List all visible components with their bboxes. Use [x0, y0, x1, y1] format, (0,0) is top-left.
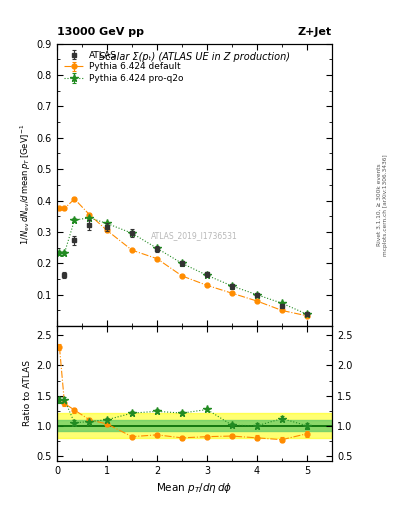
Legend: ATLAS, Pythia 6.424 default, Pythia 6.424 pro-q2o: ATLAS, Pythia 6.424 default, Pythia 6.42…: [61, 47, 187, 87]
Text: Z+Jet: Z+Jet: [298, 27, 332, 37]
Text: ATLAS_2019_I1736531: ATLAS_2019_I1736531: [151, 231, 238, 240]
Bar: [57, 413, 332, 438]
Y-axis label: Ratio to ATLAS: Ratio to ATLAS: [24, 360, 33, 426]
X-axis label: Mean $p_T/d\eta\,d\phi$: Mean $p_T/d\eta\,d\phi$: [156, 481, 233, 495]
Text: mcplots.cern.ch [arXiv:1306.3436]: mcplots.cern.ch [arXiv:1306.3436]: [383, 154, 387, 255]
Text: Rivet 3.1.10, ≥ 300k events: Rivet 3.1.10, ≥ 300k events: [377, 163, 382, 246]
Y-axis label: $1/N_\mathrm{ev}\,dN_\mathrm{ev}/d\,\mathrm{mean}\,p_T\,[\mathrm{GeV}]^{-1}$: $1/N_\mathrm{ev}\,dN_\mathrm{ev}/d\,\mat…: [18, 124, 33, 245]
Text: Scalar Σ(pₜ) (ATLAS UE in Z production): Scalar Σ(pₜ) (ATLAS UE in Z production): [99, 52, 290, 62]
Bar: [57, 420, 332, 431]
Text: 13000 GeV pp: 13000 GeV pp: [57, 27, 144, 37]
